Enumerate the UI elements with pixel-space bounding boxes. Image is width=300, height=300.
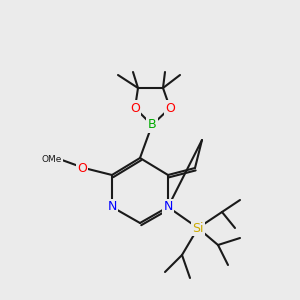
- Text: Si: Si: [192, 221, 204, 235]
- Text: N: N: [107, 200, 117, 214]
- Text: O: O: [77, 161, 87, 175]
- Text: N: N: [163, 200, 173, 214]
- Text: OMe: OMe: [42, 155, 62, 164]
- Text: O: O: [130, 101, 140, 115]
- Text: B: B: [148, 118, 156, 131]
- Text: O: O: [165, 101, 175, 115]
